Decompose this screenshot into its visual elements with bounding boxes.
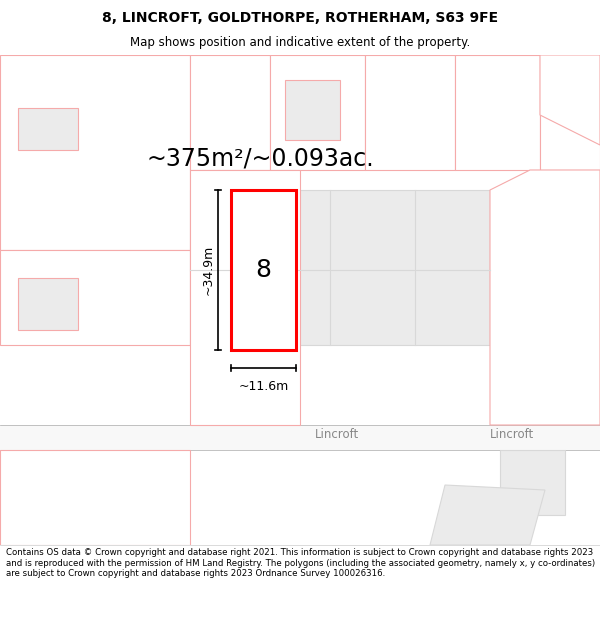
Bar bbox=[18, 278, 78, 330]
Bar bbox=[365, 55, 455, 170]
Polygon shape bbox=[0, 55, 190, 250]
Polygon shape bbox=[190, 190, 490, 345]
Polygon shape bbox=[430, 485, 545, 545]
Bar bbox=[18, 108, 78, 150]
Text: 8, LINCROFT, GOLDTHORPE, ROTHERHAM, S63 9FE: 8, LINCROFT, GOLDTHORPE, ROTHERHAM, S63 … bbox=[102, 11, 498, 25]
Polygon shape bbox=[490, 170, 600, 425]
Text: Lincroft: Lincroft bbox=[490, 429, 534, 441]
Text: Contains OS data © Crown copyright and database right 2021. This information is : Contains OS data © Crown copyright and d… bbox=[6, 548, 595, 578]
Text: ~375m²/~0.093ac.: ~375m²/~0.093ac. bbox=[146, 146, 374, 170]
Bar bbox=[285, 80, 340, 140]
Bar bbox=[455, 55, 540, 170]
Bar bbox=[190, 170, 300, 425]
Bar bbox=[190, 55, 270, 170]
Bar bbox=[0, 450, 190, 545]
Text: Map shows position and indicative extent of the property.: Map shows position and indicative extent… bbox=[130, 36, 470, 49]
Bar bbox=[0, 425, 600, 450]
Bar bbox=[0, 250, 190, 345]
Bar bbox=[231, 190, 296, 350]
Text: Lincroft: Lincroft bbox=[315, 429, 359, 441]
Text: 8: 8 bbox=[256, 258, 271, 282]
Bar bbox=[540, 55, 600, 170]
Bar bbox=[500, 450, 565, 515]
Text: ~34.9m: ~34.9m bbox=[202, 245, 215, 295]
Polygon shape bbox=[540, 55, 600, 145]
Text: ~11.6m: ~11.6m bbox=[238, 380, 289, 393]
Bar bbox=[270, 55, 365, 170]
